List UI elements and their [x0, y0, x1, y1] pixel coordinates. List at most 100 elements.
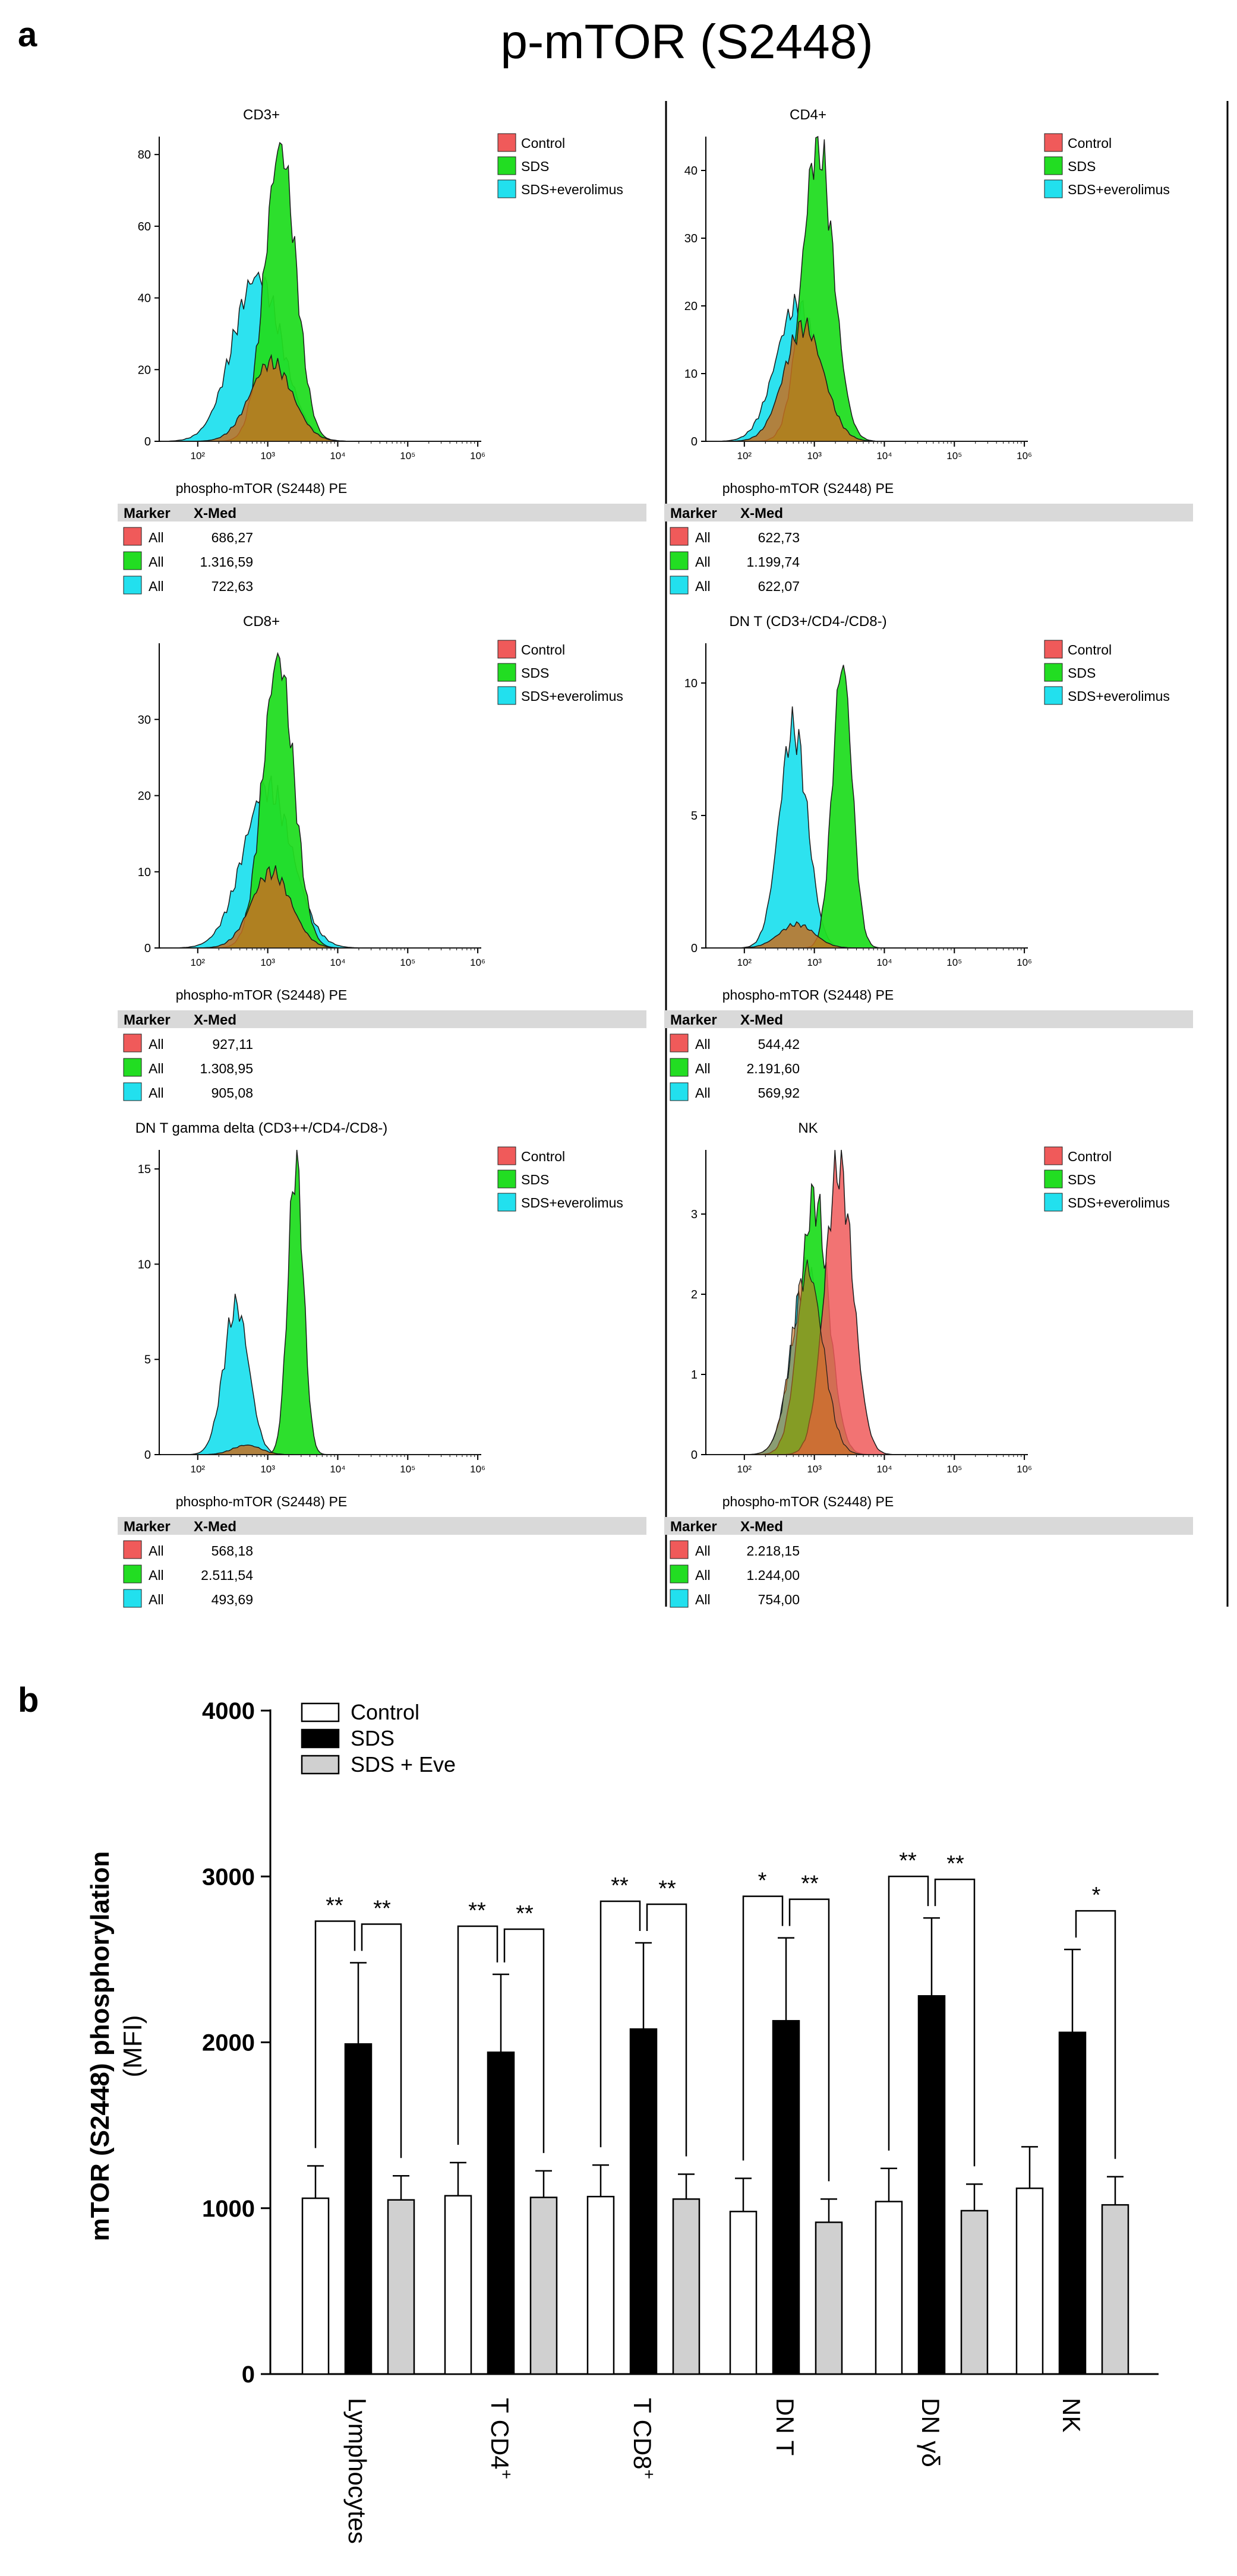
significance-bracket-right — [1075, 1910, 1116, 2159]
bar-y-tick-label: 1000 — [202, 2196, 255, 2222]
legend-swatch — [1044, 156, 1063, 175]
x-axis-label: phospho-mTOR (S2448) PE — [176, 481, 348, 496]
stats-marker: All — [149, 530, 164, 545]
stats-swatch — [670, 576, 689, 595]
bar-legend-label: SDS — [351, 1726, 395, 1750]
bar-legend-swatch — [301, 1755, 340, 1775]
histogram-title: DN T (CD3+/CD4-/CD8-) — [729, 614, 886, 630]
bar-sds-eve-1 — [529, 2196, 558, 2375]
stats-value: 1.244,00 — [746, 1567, 800, 1583]
x-tick-label: 10⁶ — [1017, 957, 1032, 968]
stats-header-marker: Marker — [124, 1012, 171, 1028]
x-tick-label: 10² — [737, 450, 752, 462]
stats-value: 2.511,54 — [201, 1567, 253, 1583]
y-tick-label: 20 — [138, 790, 151, 803]
legend-label: SDS+everolimus — [1068, 1195, 1170, 1210]
significance-star-right: ** — [801, 1872, 819, 1897]
category-text: NK — [1058, 2398, 1085, 2432]
legend-label: SDS — [521, 1172, 549, 1187]
stats-header-band — [118, 1517, 646, 1535]
significance-bracket-left — [742, 1895, 784, 2161]
category-text: DN γδ — [917, 2398, 945, 2467]
x-tick-label: 10³ — [260, 1464, 275, 1475]
y-tick-label: 80 — [138, 148, 151, 162]
histogram-title: CD3+ — [243, 107, 280, 123]
stats-marker: All — [149, 554, 164, 570]
x-axis-label: phospho-mTOR (S2448) PE — [722, 481, 894, 496]
bar-legend-label: SDS + Eve — [351, 1752, 456, 1777]
significance-star-left: ** — [326, 1893, 343, 1918]
histogram-title: CD4+ — [790, 107, 826, 123]
control-histogram — [160, 1445, 480, 1455]
y-tick-label: 0 — [691, 1449, 698, 1462]
x-tick-label: 10⁵ — [946, 1464, 962, 1475]
eve-histogram — [160, 1294, 480, 1455]
bar-control-4 — [875, 2201, 903, 2375]
legend-swatch — [497, 133, 516, 152]
bar-category-label: DN γδ — [917, 2398, 945, 2467]
legend-label: SDS+everolimus — [521, 688, 623, 704]
histogram-panel-2: CD8+ 0 10 20 30 10² 10³ 10⁴ 10⁵ 10⁶ phospho-mTOR (… — [118, 614, 646, 1101]
legend-swatch — [1044, 1193, 1063, 1212]
y-tick-label: 15 — [138, 1163, 151, 1176]
bar-sds-4 — [917, 1995, 946, 2375]
panel-b-label: b — [18, 1681, 39, 1720]
stats-marker: All — [695, 554, 711, 570]
x-axis-label: phospho-mTOR (S2448) PE — [722, 987, 894, 1003]
stats-header-xmed: X-Med — [740, 1519, 783, 1535]
x-tick-label: 10² — [191, 450, 206, 462]
stats-swatch — [123, 527, 142, 546]
stats-marker: All — [695, 1567, 711, 1583]
sds-histogram — [707, 665, 1027, 949]
category-text: T CD4 — [486, 2398, 514, 2470]
sds-histogram — [707, 135, 1027, 442]
stats-swatch — [670, 1082, 689, 1101]
x-tick-label: 10⁴ — [876, 450, 892, 462]
x-tick-label: 10³ — [807, 450, 822, 462]
bar-legend-swatch — [301, 1728, 340, 1749]
bar-sds-0 — [344, 2043, 373, 2375]
histogram-title: NK — [798, 1120, 818, 1136]
x-tick-label: 10⁶ — [1017, 1464, 1032, 1475]
eve-histogram — [707, 293, 1027, 442]
y-tick-label: 0 — [691, 435, 698, 448]
legend-label: SDS+everolimus — [521, 1195, 623, 1210]
x-tick-label: 10⁶ — [470, 450, 485, 462]
y-tick-label: 40 — [684, 165, 698, 178]
x-tick-label: 10⁴ — [330, 1464, 345, 1475]
stats-marker: All — [149, 1061, 164, 1076]
significance-bracket-right — [503, 1928, 545, 2153]
stats-value: 568,18 — [212, 1543, 253, 1559]
y-tick-label: 1 — [691, 1368, 698, 1382]
stats-swatch — [670, 1033, 689, 1052]
stats-marker: All — [149, 1036, 164, 1052]
stats-value: 927,11 — [212, 1036, 253, 1052]
y-tick-label: 0 — [144, 1449, 151, 1462]
histogram-title: DN T gamma delta (CD3++/CD4-/CD8-) — [135, 1120, 388, 1136]
y-tick-label: 40 — [138, 292, 151, 305]
legend-label: SDS — [1068, 1172, 1096, 1187]
stats-header-xmed: X-Med — [194, 1012, 236, 1028]
legend-label: SDS+everolimus — [521, 182, 623, 197]
bar-control-3 — [729, 2211, 758, 2375]
y-tick-label: 0 — [144, 942, 151, 955]
bar-y-tick-label: 2000 — [202, 2030, 255, 2056]
legend-swatch — [1044, 179, 1063, 198]
legend-swatch — [1044, 1146, 1063, 1165]
histogram-panel-4: DN T gamma delta (CD3++/CD4-/CD8-) 0 5 10 15… — [118, 1120, 646, 1608]
legend-swatch — [1044, 686, 1063, 705]
legend-swatch — [1044, 663, 1063, 682]
histogram-panel-3: DN T (CD3+/CD4-/CD8-) 0 5 10 10² 10³ 10⁴ 10⁵ 10⁶… — [664, 614, 1193, 1101]
stats-value: 1.308,95 — [200, 1061, 253, 1076]
stats-swatch — [123, 1540, 142, 1559]
stats-value: 905,08 — [212, 1085, 253, 1101]
x-tick-label: 10² — [191, 1464, 206, 1475]
stats-header-band — [664, 504, 1193, 521]
x-tick-label: 10⁴ — [330, 450, 345, 462]
x-tick-label: 10² — [737, 957, 752, 968]
stats-value: 544,42 — [758, 1036, 800, 1052]
stats-swatch — [670, 551, 689, 570]
stats-swatch — [123, 1082, 142, 1101]
x-tick-label: 10³ — [807, 1464, 822, 1475]
